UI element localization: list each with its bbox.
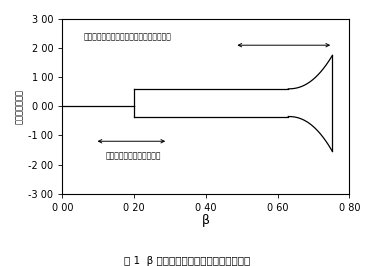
Y-axis label: 百分比不确定度: 百分比不确定度 [15, 89, 24, 124]
Text: 对边缘尖锐度更敏感的区域: 对边缘尖锐度更敏感的区域 [105, 151, 161, 160]
X-axis label: β: β [202, 214, 210, 227]
Text: 图 1  β 与流量测量综合不确定度的关系图: 图 1 β 与流量测量综合不确定度的关系图 [124, 256, 250, 266]
Text: 对速度分布、粗糙度、偏心率更敏感的区域: 对速度分布、粗糙度、偏心率更敏感的区域 [84, 32, 172, 41]
